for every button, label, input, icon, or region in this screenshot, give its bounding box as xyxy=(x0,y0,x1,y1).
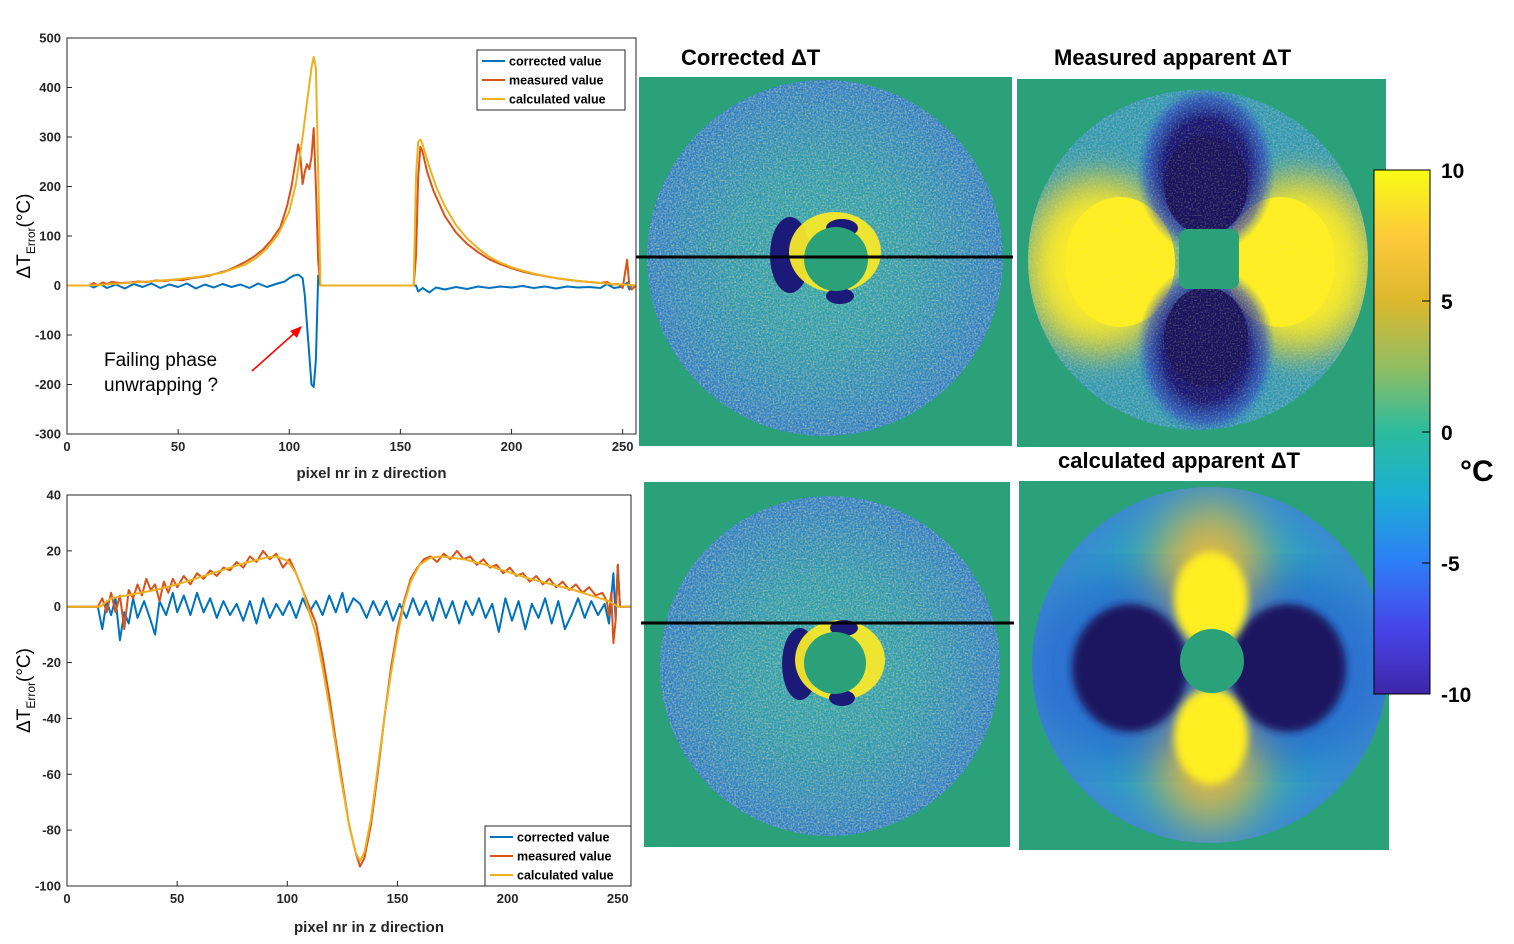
x-tick-label: 0 xyxy=(63,891,70,906)
annotation-arrow-shaft xyxy=(251,329,299,372)
plot-top-left: 0 50 100 150 200 250 -300 -200 -100 0 100 200 300 400… xyxy=(14,31,637,482)
plot-bottom-left: 0 50 100 150 200 250 -100 -80 -60 -40 -20 0 20 40 pixe… xyxy=(14,488,632,936)
x-axis-label: pixel nr in z direction xyxy=(294,919,444,936)
legend-entry: measured value xyxy=(517,850,612,864)
y-tick-label: -300 xyxy=(35,427,61,442)
y-tick-label: -40 xyxy=(42,711,61,726)
inner-region xyxy=(804,227,868,291)
y-axis-label-sub: Error xyxy=(24,682,38,709)
series-group xyxy=(67,549,631,868)
y-tick-label: 40 xyxy=(47,488,61,503)
y-tick-label: 0 xyxy=(54,599,61,614)
legend-entry: corrected value xyxy=(517,831,609,845)
y-tick-label: -100 xyxy=(35,328,61,343)
x-tick-label: 150 xyxy=(387,891,409,906)
y-tick-label: 300 xyxy=(39,130,61,145)
legend-entry: calculated value xyxy=(509,93,606,107)
x-tick-label: 250 xyxy=(612,439,634,454)
y-tick-label: 0 xyxy=(54,278,61,293)
annotation-arrowhead xyxy=(290,326,302,338)
y-tick-label: 100 xyxy=(39,229,61,244)
title-measured: Measured apparent ΔT xyxy=(1054,45,1292,70)
series-group xyxy=(67,55,636,388)
y-axis-label-unit: (°C) xyxy=(14,194,35,228)
colorbar-tick-label: -10 xyxy=(1441,684,1471,707)
colorbar-tick-label: -5 xyxy=(1441,553,1460,576)
y-axis-label-unit: (°C) xyxy=(14,648,35,682)
y-tick-label: -100 xyxy=(35,879,61,894)
legend-entry: calculated value xyxy=(517,869,614,883)
series-line-corrected-value xyxy=(67,563,631,642)
inner-region xyxy=(1179,229,1239,289)
series-line-calculated-value xyxy=(67,55,636,287)
y-axis-label-main: ΔT xyxy=(14,254,35,279)
y-axis-label: ΔTError(°C) xyxy=(14,648,38,733)
dark-spot-bottom xyxy=(829,690,855,706)
legend-entry: measured value xyxy=(509,74,604,88)
y-axis-label: ΔTError(°C) xyxy=(14,194,38,279)
colorbar-gradient xyxy=(1373,169,1431,695)
y-tick-label: -80 xyxy=(42,823,61,838)
x-tick-label: 100 xyxy=(278,439,300,454)
y-tick-label: 200 xyxy=(39,179,61,194)
y-tick-label: 20 xyxy=(47,543,61,558)
legend: corrected value measured value calculated … xyxy=(476,49,626,111)
x-tick-label: 200 xyxy=(497,891,519,906)
legend-entry: corrected value xyxy=(509,55,601,69)
x-tick-label: 250 xyxy=(607,891,629,906)
failing-unwrap-annotation: Failing phase unwrapping ? xyxy=(104,326,302,396)
legend: corrected value measured value calculated … xyxy=(484,825,632,887)
y-tick-label: 400 xyxy=(39,80,61,95)
y-tick-label: -20 xyxy=(42,655,61,670)
x-axis-label: pixel nr in z direction xyxy=(296,465,446,482)
y-tick-label: -200 xyxy=(35,377,61,392)
colorbar: 10 5 0 -5 -10 °C xyxy=(1373,160,1494,707)
image-corrected-top xyxy=(636,77,1013,446)
y-tick-label: 500 xyxy=(39,31,61,46)
image-corrected-bottom xyxy=(641,482,1014,847)
axes-frame xyxy=(66,494,632,887)
annotation-line-1: Failing phase xyxy=(104,350,217,371)
y-axis-label-main: ΔT xyxy=(14,708,35,733)
x-tick-label: 0 xyxy=(63,439,70,454)
axes-frame xyxy=(66,37,637,435)
y-axis-label-sub: Error xyxy=(24,228,38,255)
colorbar-tick-label: 0 xyxy=(1441,422,1453,445)
series-line-corrected-value xyxy=(67,273,636,388)
x-tick-label: 200 xyxy=(501,439,523,454)
title-calculated: calculated apparent ΔT xyxy=(1058,448,1301,473)
inner-region xyxy=(804,632,866,694)
colorbar-unit: °C xyxy=(1460,455,1494,488)
inner-region xyxy=(1180,629,1244,693)
colorbar-tick-label: 5 xyxy=(1441,291,1453,314)
title-corrected: Corrected ΔT xyxy=(681,45,821,70)
x-tick-label: 50 xyxy=(170,891,184,906)
y-tick-label: -60 xyxy=(42,767,61,782)
x-tick-label: 150 xyxy=(390,439,412,454)
annotation-line-2: unwrapping ? xyxy=(104,375,218,396)
image-calculated xyxy=(1019,481,1389,850)
series-line-calculated-value xyxy=(67,555,631,862)
image-measured xyxy=(1017,79,1386,447)
colorbar-tick-label: 10 xyxy=(1441,160,1464,183)
dark-spot-bottom xyxy=(826,288,854,304)
x-tick-label: 100 xyxy=(276,891,298,906)
x-tick-label: 50 xyxy=(171,439,185,454)
